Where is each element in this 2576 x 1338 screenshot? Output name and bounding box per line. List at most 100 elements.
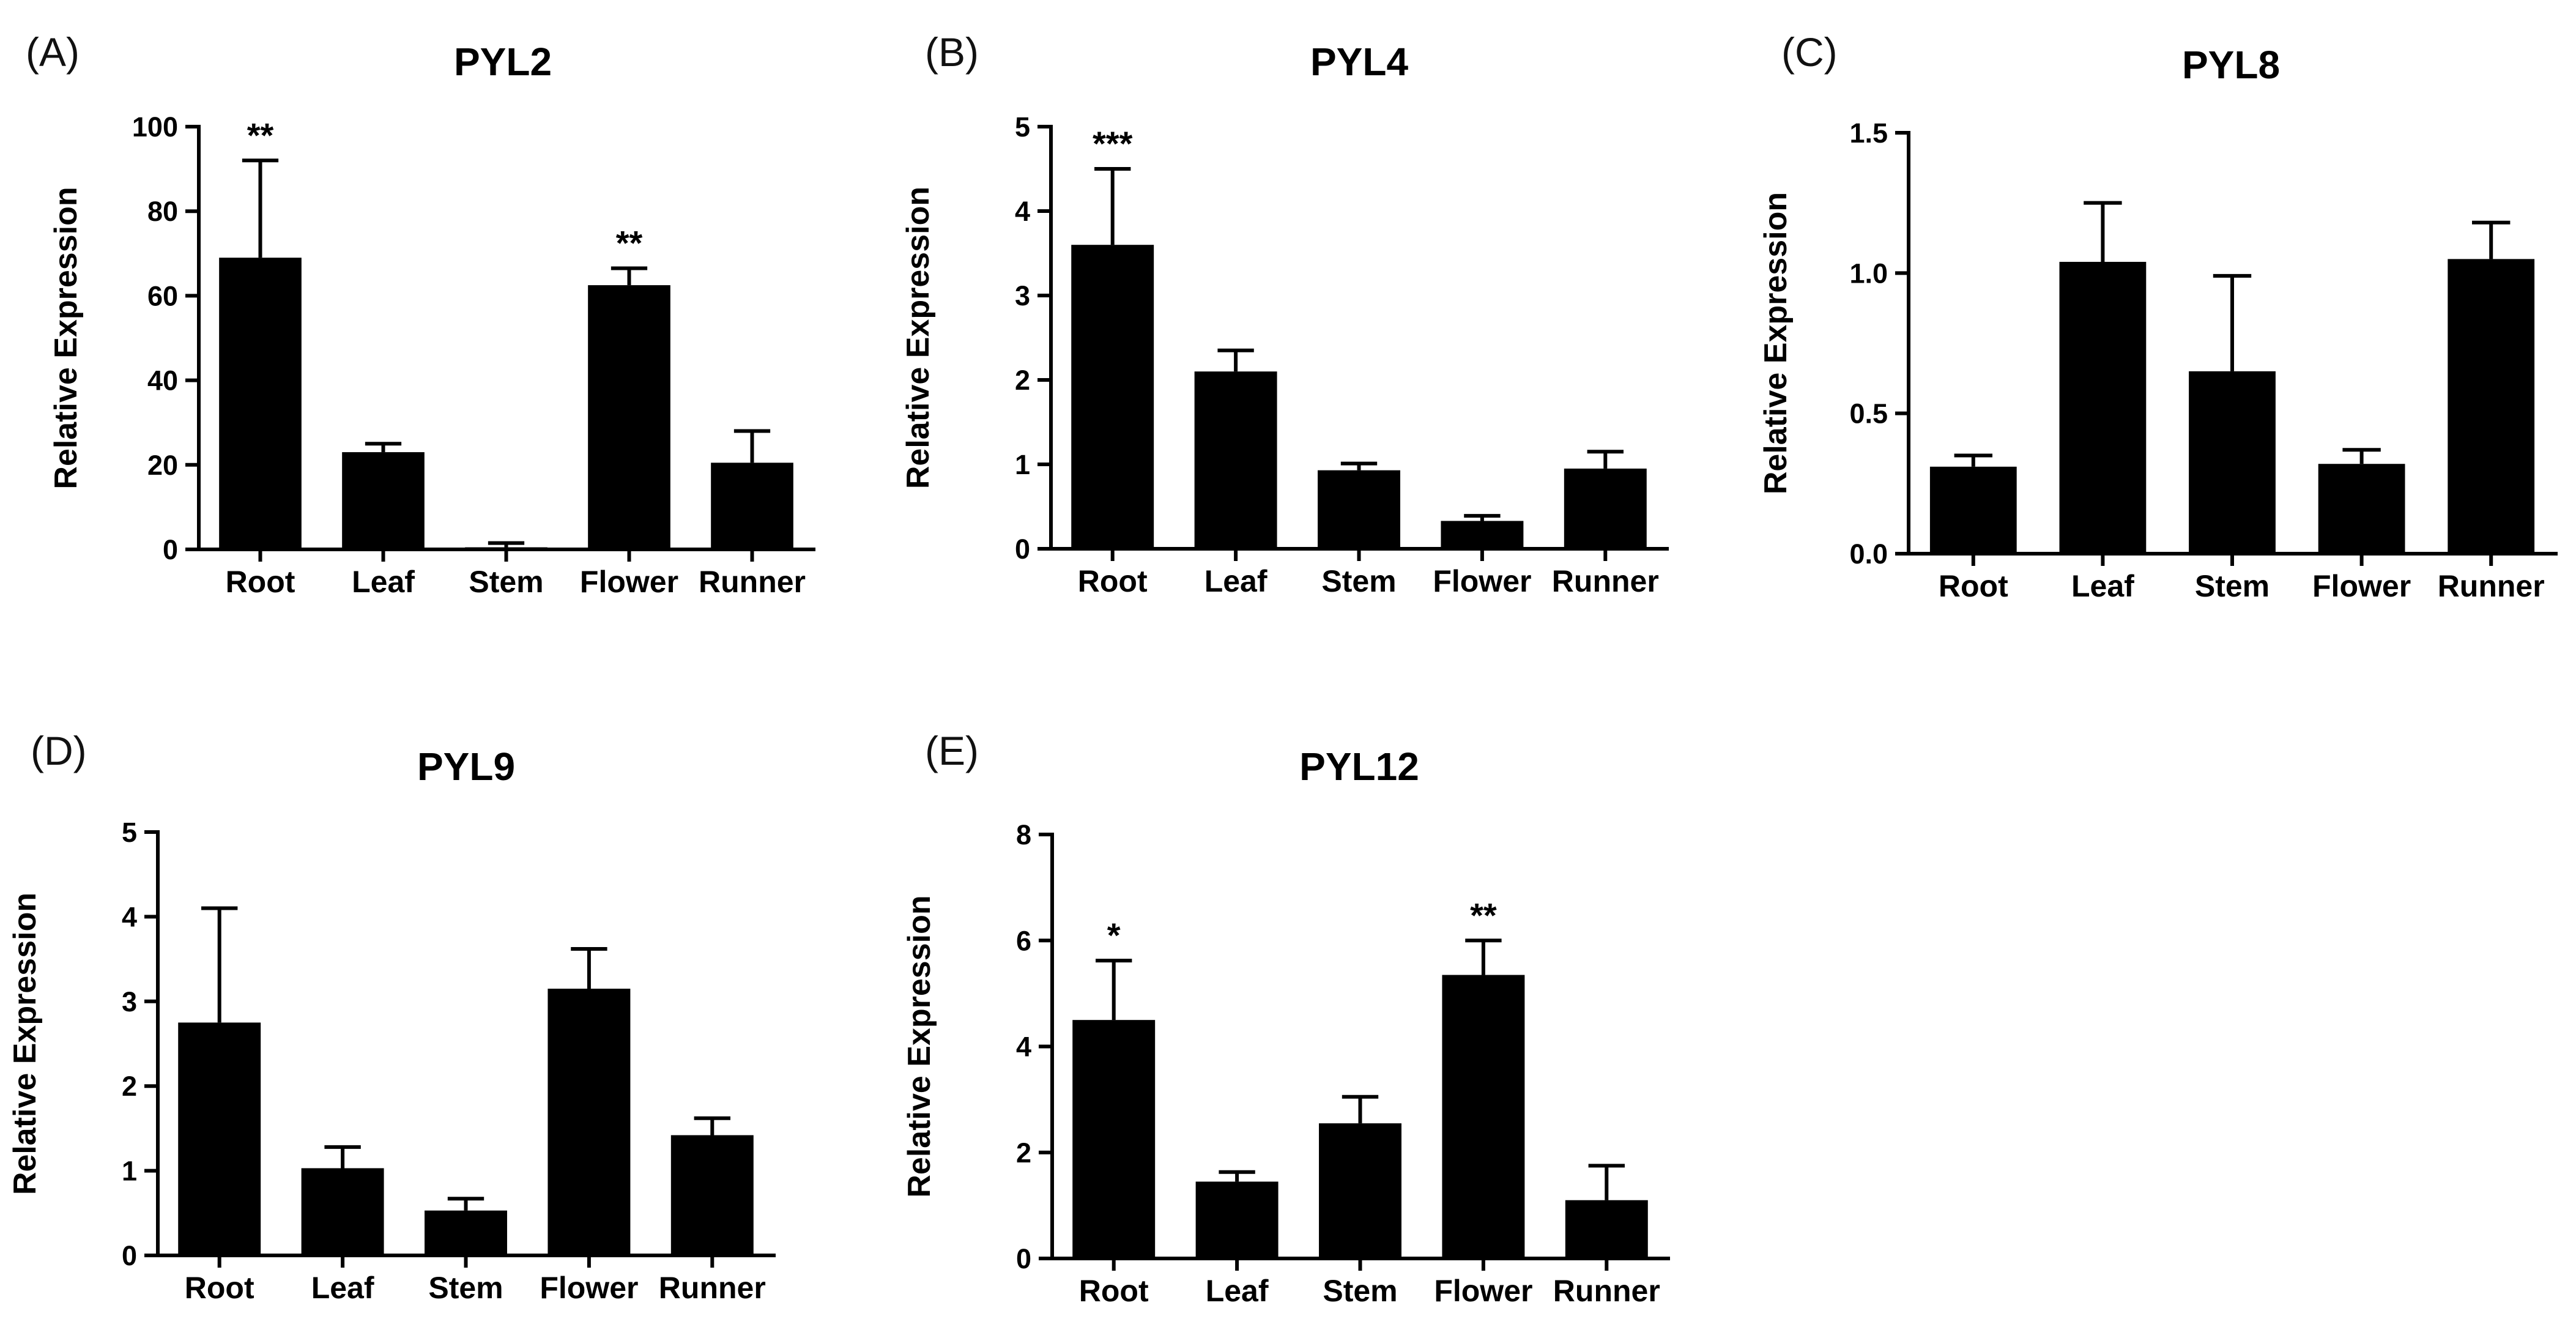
error-bar-stem <box>1342 1095 1379 1124</box>
error-bar-runner <box>733 429 771 463</box>
x-tick-label: Flower <box>1433 564 1531 598</box>
bar-leaf <box>2059 261 2147 554</box>
significance-marker: ** <box>1470 896 1497 934</box>
y-tick-label: 0 <box>163 534 178 565</box>
error-bar-stem <box>1340 461 1378 470</box>
x-tick-label: Stem <box>1321 564 1396 598</box>
y-tick-label: 0.0 <box>1849 538 1888 570</box>
y-tick-label: 2 <box>1016 1137 1031 1169</box>
x-tick-label: Leaf <box>311 1271 374 1305</box>
error-bar-leaf <box>1217 348 1254 372</box>
error-bar-root <box>201 906 238 1023</box>
y-tick-label: 1.0 <box>1849 258 1888 289</box>
error-bar-leaf <box>1219 1170 1255 1182</box>
y-tick-label: 2 <box>122 1071 137 1102</box>
bar-root <box>178 1022 261 1255</box>
x-tick-label: Stem <box>428 1271 503 1305</box>
y-axis-label: Relative Expression <box>1758 192 1794 494</box>
error-bar-leaf <box>324 1145 361 1169</box>
x-tick-label: Root <box>1078 564 1148 598</box>
bar-stem <box>1319 1123 1401 1258</box>
error-bar-root <box>1094 167 1131 245</box>
y-tick-label: 0 <box>1015 533 1030 565</box>
x-tick-label: Runner <box>2438 569 2545 603</box>
x-tick-label: Runner <box>1553 1274 1660 1308</box>
x-tick-label: Root <box>1079 1274 1149 1308</box>
significance-marker: *** <box>1093 124 1133 163</box>
error-bar-stem <box>488 541 525 548</box>
x-tick-label: Stem <box>1323 1274 1397 1308</box>
x-tick-label: Root <box>185 1271 254 1305</box>
x-tick-label: Leaf <box>2071 569 2134 603</box>
x-tick-label: Runner <box>659 1271 766 1305</box>
significance-marker: ** <box>247 116 274 154</box>
y-tick-label: 1 <box>1015 449 1030 480</box>
y-tick-label: 4 <box>122 901 137 932</box>
panel-letter: (E) <box>925 728 979 773</box>
x-tick-label: Root <box>1939 569 2008 603</box>
chart-title: PYL12 <box>1299 745 1419 789</box>
x-tick-label: Leaf <box>352 565 415 599</box>
y-tick-label: 4 <box>1015 196 1030 227</box>
y-tick-label: 60 <box>147 280 178 311</box>
x-tick-label: Flower <box>1434 1274 1532 1308</box>
x-tick-label: Root <box>226 565 295 599</box>
chart-title: PYL4 <box>1310 40 1408 84</box>
bar-runner <box>1565 1200 1648 1258</box>
error-bar-flower <box>1464 514 1501 521</box>
y-tick-label: 80 <box>147 196 178 227</box>
bar-stem <box>2189 371 2276 554</box>
error-bar-stem <box>447 1197 484 1211</box>
error-bar-stem <box>2213 273 2252 371</box>
bar-leaf <box>1195 1181 1279 1258</box>
panel-letter: (B) <box>925 29 979 75</box>
bar-leaf <box>301 1168 384 1255</box>
bar-leaf <box>342 452 425 549</box>
panel-letter: (A) <box>26 29 80 75</box>
y-tick-label: 5 <box>122 817 137 848</box>
y-axis-label: Relative Expression <box>900 187 936 489</box>
y-tick-label: 40 <box>147 365 178 396</box>
x-tick-label: Runner <box>1552 564 1659 598</box>
error-bar-flower <box>1465 938 1502 975</box>
error-bar-runner <box>2472 220 2511 259</box>
bar-leaf <box>1194 371 1277 549</box>
chart-panel-5: (E) PYL12 Relative Expression * Root Leaf Stem… <box>902 728 1670 1308</box>
y-tick-label: 1 <box>122 1156 137 1187</box>
y-tick-label: 4 <box>1016 1031 1031 1063</box>
y-tick-label: 0 <box>122 1240 137 1271</box>
x-tick-label: Stem <box>2195 569 2270 603</box>
bar-stem <box>1318 470 1400 549</box>
error-bar-root <box>1954 453 1992 467</box>
y-tick-label: 100 <box>132 111 178 143</box>
bar-stem <box>425 1210 507 1255</box>
chart-title: PYL2 <box>454 40 552 84</box>
error-bar-flower <box>611 266 648 286</box>
significance-marker: * <box>1107 916 1121 954</box>
bar-root <box>1071 245 1154 549</box>
y-tick-label: 3 <box>122 986 137 1017</box>
bar-flower <box>2318 464 2405 554</box>
bar-root <box>219 258 302 549</box>
y-tick-label: 2 <box>1015 365 1030 396</box>
bar-runner <box>711 463 793 549</box>
y-axis-label: Relative Expression <box>902 895 937 1197</box>
error-bar-flower <box>2342 448 2381 464</box>
chart-title: PYL8 <box>2182 43 2280 87</box>
bar-root <box>1929 466 2017 554</box>
y-tick-label: 20 <box>147 450 178 481</box>
y-tick-label: 5 <box>1015 111 1030 143</box>
y-axis-label: Relative Expression <box>48 187 84 489</box>
error-bar-leaf <box>365 442 402 453</box>
error-bar-flower <box>571 946 607 989</box>
bar-flower <box>547 989 631 1255</box>
chart-title: PYL9 <box>417 745 515 789</box>
x-tick-label: Runner <box>699 565 806 599</box>
bar-flower <box>588 285 670 549</box>
chart-panel-4: (D) PYL9 Relative Expression Root Leaf Stem Fl… <box>7 728 776 1305</box>
significance-marker: ** <box>616 223 643 262</box>
x-tick-label: Flower <box>540 1271 638 1305</box>
bar-runner <box>1564 468 1647 549</box>
y-tick-label: 6 <box>1016 925 1031 956</box>
error-bar-leaf <box>2084 201 2122 262</box>
